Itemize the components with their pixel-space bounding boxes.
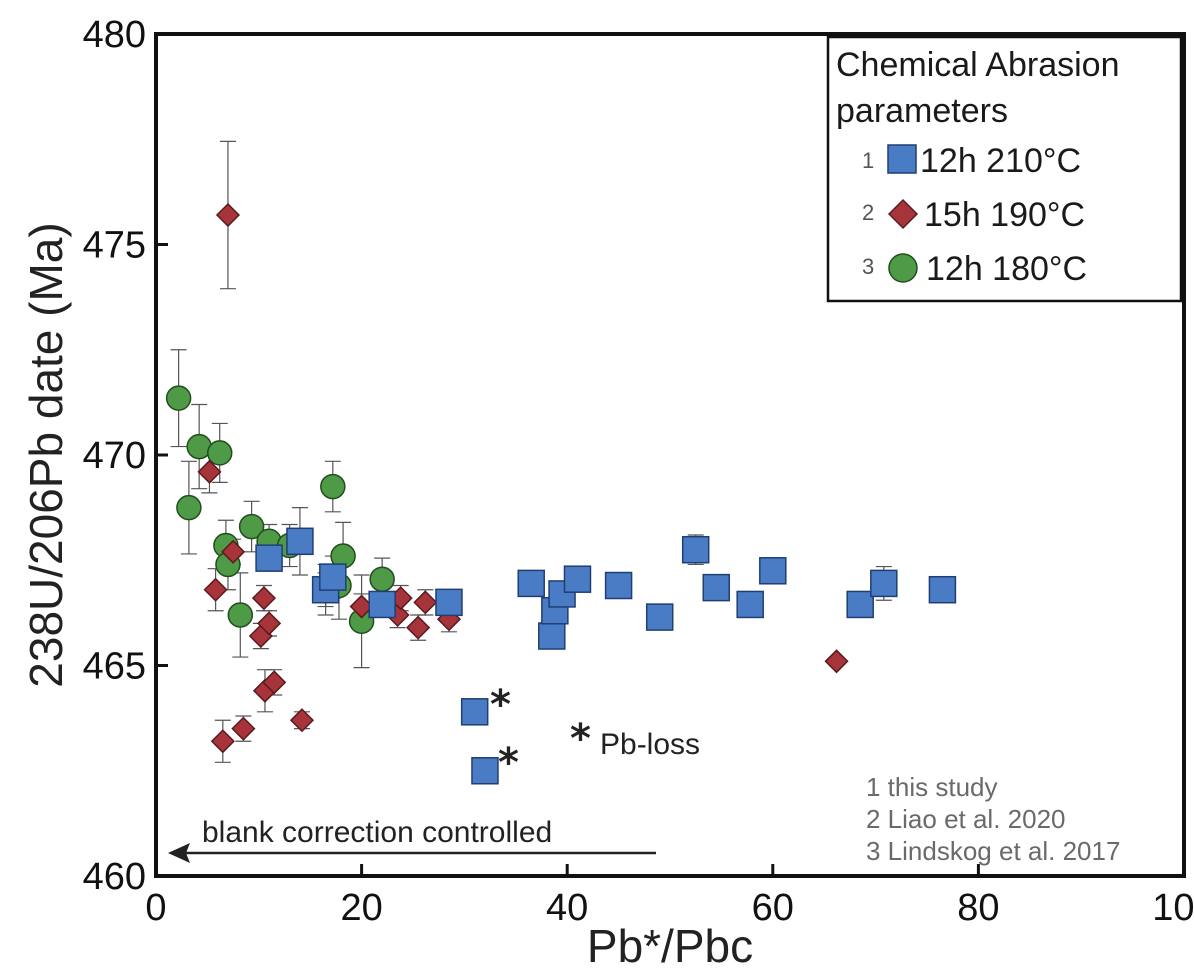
data-point-square xyxy=(645,603,674,631)
x-tick-label: 100 xyxy=(1152,887,1194,929)
pb-loss-legend-star: * xyxy=(570,716,591,762)
legend-label-2: 15h 190°C xyxy=(924,196,1085,234)
data-point-circle xyxy=(238,513,265,540)
data-point-diamond xyxy=(406,615,431,640)
legend-title-line-2: parameters xyxy=(836,92,1008,130)
x-tick-label: 60 xyxy=(752,887,794,929)
data-point-square xyxy=(563,565,592,593)
data-point-square xyxy=(460,698,489,726)
y-tick-label: 460 xyxy=(83,856,146,898)
data-point-circle xyxy=(369,566,395,592)
data-point-square xyxy=(759,557,787,585)
pb-loss-star-upper: * xyxy=(490,682,511,728)
x-tick-label: 20 xyxy=(340,887,382,929)
data-point-diamond xyxy=(221,539,246,564)
legend: Chemical Abrasion parameters 1 12h 210°C… xyxy=(826,35,1183,303)
data-point-square xyxy=(319,563,347,591)
data-point-square xyxy=(368,590,396,619)
data-point-diamond xyxy=(203,577,228,602)
data-point-square xyxy=(870,569,898,598)
data-point-diamond xyxy=(197,459,222,484)
legend-circle-icon xyxy=(888,253,918,283)
x-axis-title: Pb*/Pbc xyxy=(587,920,753,972)
data-point-diamond xyxy=(210,729,235,754)
data-point-circle xyxy=(206,440,233,466)
blank-correction-label: blank correction controlled xyxy=(202,816,552,849)
data-point-square xyxy=(517,569,545,598)
data-point-circle xyxy=(227,602,254,628)
data-point-diamond xyxy=(824,649,849,674)
data-point-circle xyxy=(320,473,346,500)
data-point-square xyxy=(681,535,710,564)
legend-number-2: 2 xyxy=(862,200,874,225)
legend-box xyxy=(826,35,1183,303)
x-tick-label: 40 xyxy=(546,887,588,929)
data-point-diamond xyxy=(231,716,256,741)
data-point-square xyxy=(286,527,314,556)
data-point-diamond xyxy=(215,202,241,228)
data-point-diamond xyxy=(251,586,277,611)
x-tick-label: 80 xyxy=(957,887,999,929)
source-note-3: 3 Lindskog et al. 2017 xyxy=(866,836,1120,866)
legend-label-3: 12h 180°C xyxy=(926,250,1087,288)
y-axis-title: 238U/206Pb date (Ma) xyxy=(20,222,72,687)
legend-number-3: 3 xyxy=(862,254,874,279)
data-point-square xyxy=(928,575,957,604)
data-point-square xyxy=(736,590,764,619)
data-point-square xyxy=(604,571,633,600)
y-tick-label: 475 xyxy=(83,225,146,267)
axis-ticks xyxy=(154,32,1186,878)
data-point-square xyxy=(846,590,874,619)
blank-correction-arrow-head xyxy=(168,843,190,863)
data-point-circle xyxy=(165,385,192,411)
data-point-diamond xyxy=(413,590,438,615)
pb-loss-star-lower: * xyxy=(498,740,519,786)
data-point-square xyxy=(435,588,463,617)
data-point-square xyxy=(255,544,283,572)
data-point-circle xyxy=(176,494,202,521)
source-note-2: 2 Liao et al. 2020 xyxy=(866,804,1066,834)
data-point-diamond xyxy=(289,708,315,733)
data-point-square xyxy=(471,757,499,785)
legend-title-line-1: Chemical Abrasion xyxy=(836,46,1119,84)
y-tick-label: 480 xyxy=(83,14,146,56)
x-tick-label: 0 xyxy=(145,887,166,929)
data-point-square xyxy=(702,573,731,602)
data-point-diamond xyxy=(257,611,282,636)
error-bars xyxy=(170,140,892,763)
y-tick-label: 470 xyxy=(83,435,146,477)
legend-square-icon xyxy=(887,144,917,174)
axis-tick-labels: 0 20 40 60 80 100 460 465 470 475 480 xyxy=(83,14,1194,929)
y-tick-label: 465 xyxy=(83,646,146,688)
data-points xyxy=(165,202,957,785)
legend-diamond-icon xyxy=(887,198,919,230)
legend-number-1: 1 xyxy=(862,148,874,173)
data-point-diamond xyxy=(262,670,287,695)
source-note-1: 1 this study xyxy=(866,772,998,802)
legend-label-1: 12h 210°C xyxy=(920,142,1081,180)
data-point-square xyxy=(538,622,566,650)
pb-loss-label: Pb-loss xyxy=(600,728,700,761)
annotations: * * * Pb-loss blank correction controlle… xyxy=(168,682,1120,866)
